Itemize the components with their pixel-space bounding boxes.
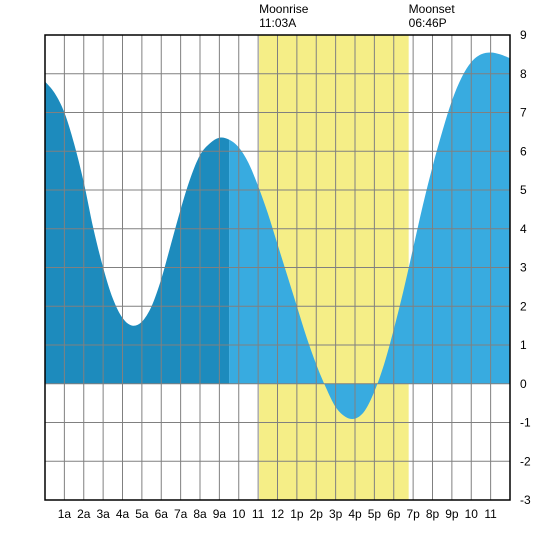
svg-text:7a: 7a <box>174 507 188 521</box>
svg-text:-3: -3 <box>520 493 531 507</box>
svg-text:5: 5 <box>520 183 527 197</box>
moonrise-label: Moonrise <box>259 2 308 16</box>
svg-text:12: 12 <box>271 507 285 521</box>
svg-text:4a: 4a <box>116 507 130 521</box>
svg-text:-2: -2 <box>520 454 531 468</box>
moonrise-value: 11:03A <box>259 16 308 30</box>
moonset-label: Moonset <box>409 2 455 16</box>
svg-text:7: 7 <box>520 106 527 120</box>
svg-text:6p: 6p <box>387 507 401 521</box>
svg-text:1a: 1a <box>58 507 72 521</box>
svg-text:10: 10 <box>232 507 246 521</box>
svg-text:4p: 4p <box>348 507 362 521</box>
svg-text:0: 0 <box>520 377 527 391</box>
svg-text:9p: 9p <box>445 507 459 521</box>
svg-text:3: 3 <box>520 261 527 275</box>
svg-text:7p: 7p <box>406 507 420 521</box>
svg-text:1: 1 <box>520 338 527 352</box>
svg-text:8p: 8p <box>426 507 440 521</box>
svg-text:8a: 8a <box>193 507 207 521</box>
moonset-value: 06:46P <box>409 16 455 30</box>
moonset-annotation: Moonset 06:46P <box>409 2 455 31</box>
svg-text:11: 11 <box>484 507 497 521</box>
svg-text:2: 2 <box>520 299 527 313</box>
svg-text:2p: 2p <box>310 507 324 521</box>
svg-text:4: 4 <box>520 222 527 236</box>
chart-svg: -3-2-101234567891a2a3a4a5a6a7a8a9a101112… <box>0 0 550 550</box>
svg-text:6: 6 <box>520 144 527 158</box>
svg-text:5a: 5a <box>135 507 149 521</box>
svg-text:5p: 5p <box>368 507 382 521</box>
moonrise-annotation: Moonrise 11:03A <box>259 2 308 31</box>
svg-text:3p: 3p <box>329 507 343 521</box>
svg-text:9: 9 <box>520 28 527 42</box>
svg-text:-1: -1 <box>520 416 531 430</box>
svg-text:2a: 2a <box>77 507 91 521</box>
svg-text:6a: 6a <box>155 507 169 521</box>
svg-text:3a: 3a <box>96 507 110 521</box>
svg-text:9a: 9a <box>213 507 227 521</box>
svg-text:10: 10 <box>465 507 479 521</box>
svg-text:1p: 1p <box>290 507 304 521</box>
svg-text:11: 11 <box>252 507 265 521</box>
svg-text:8: 8 <box>520 67 527 81</box>
tide-chart: -3-2-101234567891a2a3a4a5a6a7a8a9a101112… <box>0 0 550 550</box>
